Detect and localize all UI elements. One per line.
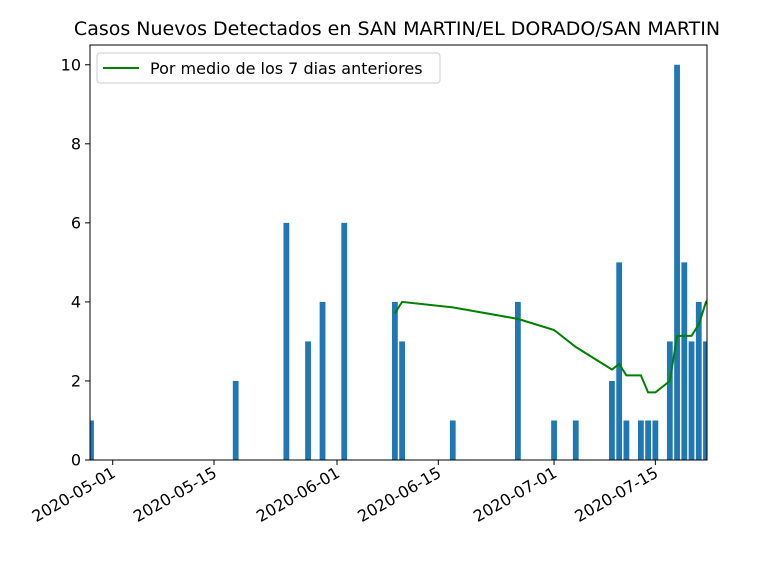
legend: Por medio de los 7 dias anteriores bbox=[96, 52, 441, 84]
x-tick-label: 2020-05-01 bbox=[29, 463, 119, 526]
bar bbox=[90, 420, 94, 460]
bar bbox=[391, 301, 398, 460]
y-tick-label: 4 bbox=[71, 292, 81, 311]
plot-frame bbox=[89, 44, 708, 461]
bar bbox=[688, 341, 695, 460]
bar bbox=[305, 341, 311, 460]
bar bbox=[703, 341, 707, 460]
bars-layer bbox=[90, 64, 707, 460]
bar bbox=[449, 420, 456, 460]
moving-average-layer bbox=[394, 299, 707, 394]
bar bbox=[695, 301, 702, 460]
bar bbox=[674, 64, 680, 460]
y-tick-label: 0 bbox=[71, 451, 81, 470]
x-tick-label: 2020-07-01 bbox=[470, 463, 560, 526]
bar bbox=[319, 301, 326, 460]
bar bbox=[572, 420, 579, 460]
y-tick-label: 8 bbox=[71, 134, 81, 153]
x-axis: 2020-05-01 2020-05-15 2020-06-01 2020-06-15… bbox=[29, 460, 661, 526]
y-tick-label: 6 bbox=[71, 213, 81, 232]
bar bbox=[551, 420, 557, 460]
bar bbox=[681, 262, 688, 460]
bar bbox=[616, 262, 623, 460]
series-line bbox=[394, 299, 707, 394]
y-axis: 0 2 4 6 8 10 bbox=[61, 55, 90, 470]
bar bbox=[652, 420, 659, 460]
bar bbox=[609, 380, 615, 460]
legend-box bbox=[96, 52, 441, 84]
y-tick-label: 2 bbox=[71, 371, 81, 390]
bar bbox=[514, 301, 521, 460]
bar bbox=[637, 420, 644, 460]
chart-title: Casos Nuevos Detectados en SAN MARTIN/EL… bbox=[74, 18, 720, 40]
bar bbox=[283, 222, 290, 460]
y-tick-label: 10 bbox=[61, 55, 81, 74]
bar bbox=[399, 341, 406, 460]
bar bbox=[666, 341, 673, 460]
bar bbox=[232, 380, 239, 460]
bar bbox=[623, 420, 630, 460]
x-tick-label: 2020-07-15 bbox=[571, 463, 661, 526]
x-tick-label: 2020-06-15 bbox=[354, 463, 444, 526]
bar bbox=[341, 222, 348, 460]
x-tick-label: 2020-05-15 bbox=[130, 463, 220, 526]
bar bbox=[645, 420, 652, 460]
legend-label: Por medio de los 7 dias anteriores bbox=[150, 59, 423, 78]
x-tick-label: 2020-06-01 bbox=[253, 463, 343, 526]
